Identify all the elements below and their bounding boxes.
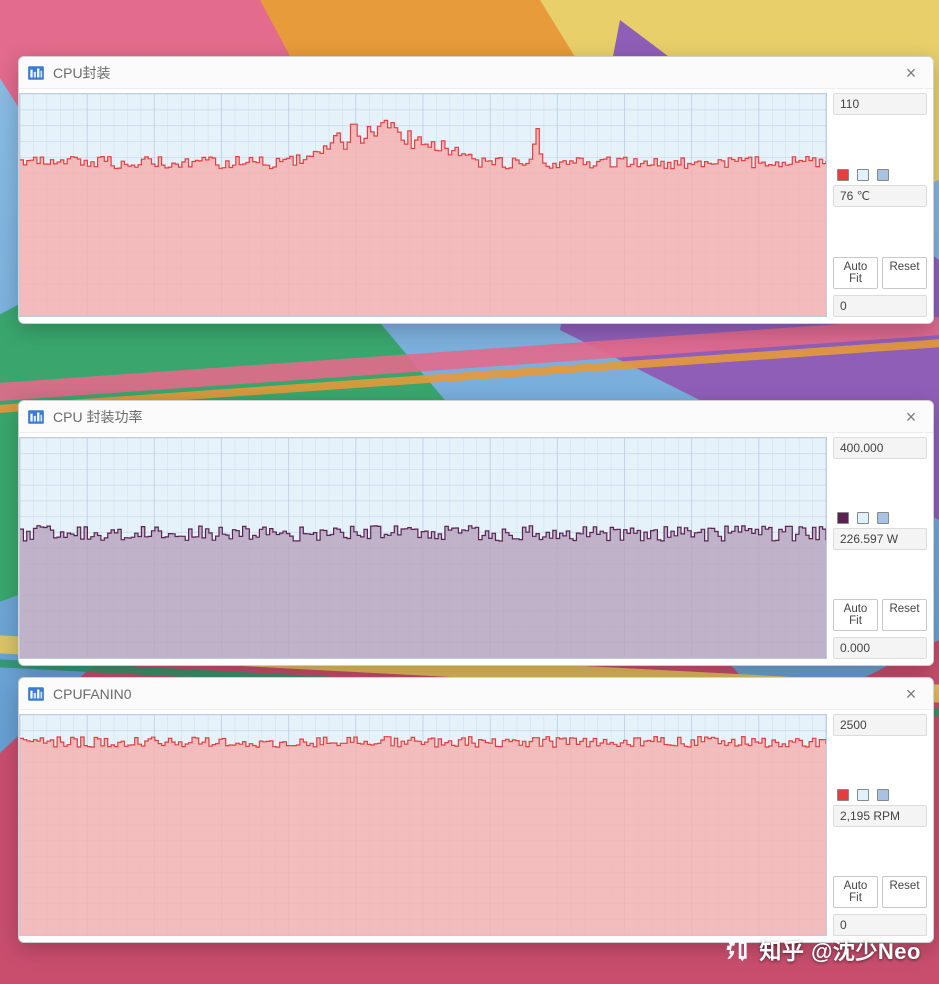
app-icon: [27, 685, 45, 703]
y-max-label: 110: [833, 93, 927, 115]
watermark: 知乎 @沈少Neo: [723, 934, 921, 966]
zhihu-logo-icon: [723, 936, 751, 964]
legend: [833, 785, 927, 805]
chart-area[interactable]: [19, 93, 827, 317]
chart-area[interactable]: [19, 437, 827, 659]
window-title: CPUFANIN0: [53, 686, 132, 702]
content: 400.000 226.597 W Auto Fit Reset 0.000: [19, 433, 933, 665]
button-row: Auto Fit Reset: [833, 876, 927, 908]
legend-swatch-grid[interactable]: [877, 169, 889, 181]
legend: [833, 508, 927, 528]
close-button[interactable]: ×: [897, 403, 925, 431]
mid-group: 76 ℃: [833, 165, 927, 207]
legend-swatch-bg[interactable]: [857, 789, 869, 801]
content: 2500 2,195 RPM Auto Fit Reset 0: [19, 710, 933, 942]
reset-button[interactable]: Reset: [882, 257, 927, 289]
current-value: 2,195 RPM: [833, 805, 927, 827]
close-icon: ×: [906, 685, 917, 703]
legend-swatch-bg[interactable]: [857, 512, 869, 524]
button-row: Auto Fit Reset: [833, 257, 927, 289]
mid-group: 2,195 RPM: [833, 785, 927, 827]
app-icon: [27, 64, 45, 82]
content: 110 76 ℃ Auto Fit Reset 0: [19, 89, 933, 323]
y-max-label: 2500: [833, 714, 927, 736]
close-icon: ×: [906, 408, 917, 426]
legend-swatch-grid[interactable]: [877, 512, 889, 524]
legend: [833, 165, 927, 185]
watermark-text: 知乎 @沈少Neo: [759, 934, 921, 966]
legend-swatch-primary[interactable]: [837, 512, 849, 524]
window-cpu-temp: CPU封装 × 110 76 ℃: [18, 56, 934, 324]
y-max-label: 400.000: [833, 437, 927, 459]
button-row: Auto Fit Reset: [833, 599, 927, 631]
legend-swatch-primary[interactable]: [837, 169, 849, 181]
window-cpu-fan: CPUFANIN0 × 2500 2,195 RPM: [18, 677, 934, 943]
y-min-label: 0.000: [833, 637, 927, 659]
titlebar[interactable]: CPUFANIN0 ×: [19, 678, 933, 710]
auto-fit-button[interactable]: Auto Fit: [833, 599, 878, 631]
y-min-label: 0: [833, 295, 927, 317]
window-cpu-power: CPU 封装功率 × 400.000 226.597 W: [18, 400, 934, 666]
chart-area[interactable]: [19, 714, 827, 936]
mid-group: 226.597 W: [833, 508, 927, 550]
legend-swatch-bg[interactable]: [857, 169, 869, 181]
bottom-group: Auto Fit Reset 0: [833, 876, 927, 936]
close-button[interactable]: ×: [897, 59, 925, 87]
close-button[interactable]: ×: [897, 680, 925, 708]
titlebar[interactable]: CPU 封装功率 ×: [19, 401, 933, 433]
window-title: CPU封装: [53, 63, 111, 83]
app-icon: [27, 408, 45, 426]
legend-swatch-grid[interactable]: [877, 789, 889, 801]
side-panel: 400.000 226.597 W Auto Fit Reset 0.000: [833, 437, 927, 659]
window-title: CPU 封装功率: [53, 407, 142, 427]
bottom-group: Auto Fit Reset 0.000: [833, 599, 927, 659]
reset-button[interactable]: Reset: [882, 876, 927, 908]
close-icon: ×: [906, 64, 917, 82]
current-value: 76 ℃: [833, 185, 927, 207]
auto-fit-button[interactable]: Auto Fit: [833, 257, 878, 289]
legend-swatch-primary[interactable]: [837, 789, 849, 801]
side-panel: 2500 2,195 RPM Auto Fit Reset 0: [833, 714, 927, 936]
side-panel: 110 76 ℃ Auto Fit Reset 0: [833, 93, 927, 317]
titlebar[interactable]: CPU封装 ×: [19, 57, 933, 89]
current-value: 226.597 W: [833, 528, 927, 550]
y-min-label: 0: [833, 914, 927, 936]
reset-button[interactable]: Reset: [882, 599, 927, 631]
auto-fit-button[interactable]: Auto Fit: [833, 876, 878, 908]
bottom-group: Auto Fit Reset 0: [833, 257, 927, 317]
